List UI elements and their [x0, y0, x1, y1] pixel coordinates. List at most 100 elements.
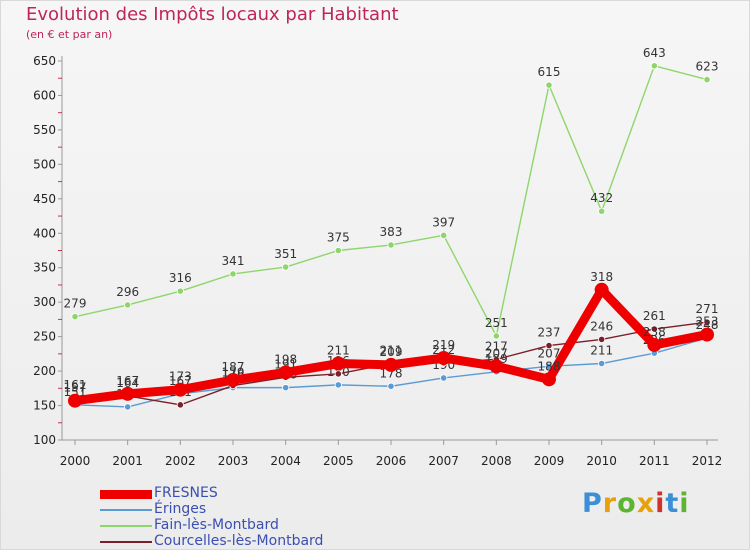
- data-label-courcelles-l-s-montbard: 261: [643, 309, 666, 323]
- legend-swatch: [100, 489, 152, 499]
- x-tick-label: 2008: [481, 454, 512, 468]
- legend-label: Courcelles-lès-Montbard: [154, 533, 324, 549]
- legend-swatch: [100, 541, 152, 543]
- data-point-fresnes: [331, 356, 346, 371]
- data-label-fresnes: 167: [116, 374, 139, 388]
- data-point-courcelles-l-s-montbard: [176, 401, 184, 409]
- data-label--ringes: 151: [64, 385, 87, 399]
- data-label-fain-l-s-montbard: 615: [538, 65, 561, 79]
- data-point-fain-l-s-montbard: [282, 263, 290, 271]
- data-label-fresnes: 207: [485, 346, 508, 360]
- data-point-courcelles-l-s-montbard: [334, 370, 342, 378]
- data-label-courcelles-l-s-montbard: 161: [64, 378, 87, 392]
- logo-letter: i: [655, 488, 666, 519]
- data-label-fresnes: 187: [222, 360, 245, 374]
- data-point-fain-l-s-montbard: [545, 81, 553, 89]
- data-label-courcelles-l-s-montbard: 237: [538, 326, 561, 340]
- x-tick-label: 2001: [112, 454, 143, 468]
- y-tick-label: 350: [33, 261, 56, 275]
- data-point-fain-l-s-montbard: [387, 241, 395, 249]
- x-tick-label: 2010: [586, 454, 617, 468]
- y-tick-label: 450: [33, 192, 56, 206]
- legend-label: FRESNES: [154, 485, 218, 501]
- chart-title: Evolution des Impôts locaux par Habitant: [26, 4, 399, 25]
- data-point-fain-l-s-montbard: [703, 76, 711, 84]
- y-tick-label: 100: [33, 433, 56, 447]
- data-point--ringes: [440, 374, 448, 382]
- data-label-fain-l-s-montbard: 296: [116, 285, 139, 299]
- data-label-fresnes: 188: [538, 359, 561, 373]
- x-tick-label: 2004: [270, 454, 301, 468]
- data-point--ringes: [598, 359, 606, 368]
- y-tick-label: 500: [33, 157, 56, 171]
- data-point-fain-l-s-montbard: [650, 62, 658, 70]
- logo-letter: x: [636, 488, 656, 519]
- legend-swatch: [100, 525, 152, 527]
- y-tick-label: 550: [33, 123, 56, 137]
- data-point-fresnes: [542, 372, 556, 387]
- data-label-fresnes: 238: [643, 325, 666, 339]
- chart-subtitle: (en € et par an): [26, 28, 113, 41]
- data-point-fresnes: [278, 365, 293, 380]
- data-point-courcelles-l-s-montbard: [703, 318, 711, 326]
- data-point-fain-l-s-montbard: [598, 207, 606, 215]
- data-label-fain-l-s-montbard: 351: [274, 247, 297, 261]
- legend-swatch: [100, 509, 152, 511]
- data-point-fresnes: [384, 357, 398, 372]
- y-tick-label: 650: [33, 54, 56, 68]
- data-point-fresnes: [647, 337, 662, 352]
- data-label-courcelles-l-s-montbard: 217: [485, 339, 508, 353]
- data-label-fresnes: 318: [590, 270, 613, 284]
- x-tick-label: 2011: [639, 454, 670, 468]
- y-tick-label: 250: [33, 330, 56, 344]
- data-point-fain-l-s-montbard: [492, 332, 500, 340]
- legend-label: Éringes: [154, 501, 207, 517]
- data-label-fain-l-s-montbard: 341: [222, 254, 245, 268]
- data-label-fain-l-s-montbard: 279: [64, 297, 87, 311]
- logo-letter: o: [617, 488, 637, 519]
- data-point-fresnes: [436, 350, 451, 365]
- data-point-fresnes: [226, 373, 240, 388]
- x-tick-label: 2005: [323, 454, 354, 468]
- data-point-fresnes: [120, 386, 135, 401]
- data-point--ringes: [282, 384, 290, 392]
- data-point-courcelles-l-s-montbard: [598, 335, 606, 343]
- x-tick-label: 2009: [534, 454, 565, 468]
- logo-letter: r: [602, 488, 618, 519]
- data-label-courcelles-l-s-montbard: 164: [116, 376, 139, 390]
- data-label-fresnes: 211: [327, 344, 350, 358]
- data-label-fresnes: 157: [64, 381, 87, 395]
- data-label-fresnes: 253: [696, 315, 719, 329]
- data-point-fresnes: [68, 393, 82, 408]
- data-point-fain-l-s-montbard: [176, 287, 184, 295]
- data-label-fain-l-s-montbard: 316: [169, 271, 192, 285]
- data-label-fain-l-s-montbard: 432: [590, 191, 613, 205]
- x-tick-label: 2000: [60, 454, 91, 468]
- data-label-fresnes: 209: [380, 345, 403, 359]
- data-point-fresnes: [489, 359, 504, 374]
- data-label-fresnes: 173: [169, 370, 192, 384]
- data-point-fresnes: [700, 327, 714, 342]
- data-point--ringes: [124, 403, 132, 411]
- data-label-fain-l-s-montbard: 623: [696, 60, 719, 74]
- data-label-fain-l-s-montbard: 375: [327, 231, 350, 245]
- y-tick-label: 150: [33, 399, 56, 413]
- legend-label: Fain-lès-Montbard: [154, 517, 279, 533]
- data-label-courcelles-l-s-montbard: 271: [696, 302, 719, 316]
- y-tick-label: 400: [33, 226, 56, 240]
- data-point-fain-l-s-montbard: [229, 270, 237, 278]
- data-label--ringes: 178: [380, 366, 403, 380]
- x-tick-label: 2007: [428, 454, 459, 468]
- data-label-fresnes: 198: [274, 352, 297, 366]
- data-label-fain-l-s-montbard: 383: [380, 225, 403, 239]
- data-point-fresnes: [173, 382, 188, 397]
- data-label-fain-l-s-montbard: 251: [485, 316, 508, 330]
- data-label-fain-l-s-montbard: 643: [643, 46, 666, 60]
- data-label-courcelles-l-s-montbard: 211: [380, 344, 403, 358]
- data-point-fain-l-s-montbard: [334, 246, 342, 255]
- logo-letter: t: [665, 488, 680, 519]
- x-tick-label: 2003: [218, 454, 249, 468]
- x-tick-label: 2012: [692, 454, 723, 468]
